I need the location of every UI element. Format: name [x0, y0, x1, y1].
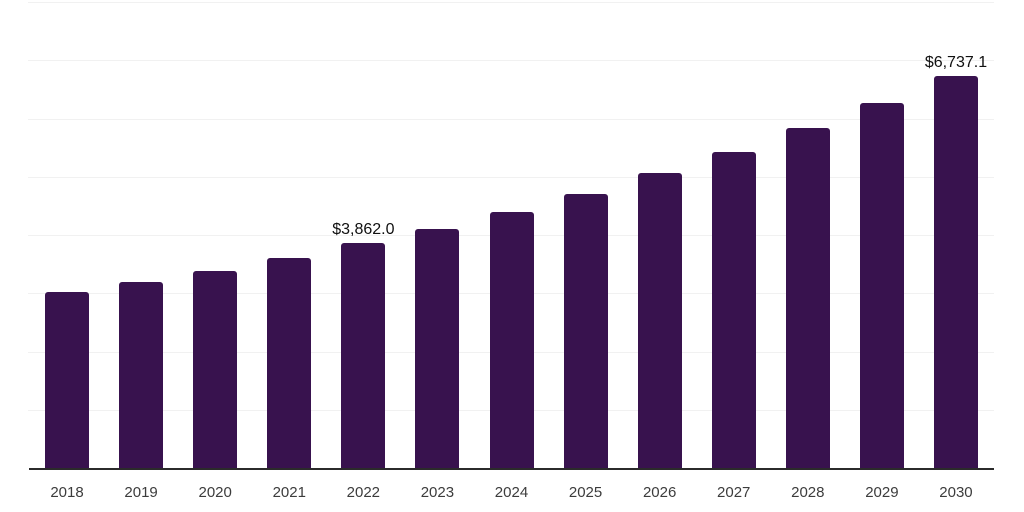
- bar-2021: [267, 258, 312, 468]
- x-tick-label-2022: 2022: [346, 484, 381, 501]
- bar-2022: [341, 243, 386, 468]
- x-tick-label-2019: 2019: [124, 484, 158, 501]
- x-tick-label-2018: 2018: [50, 484, 84, 501]
- x-tick-label-2027: 2027: [717, 484, 751, 501]
- gridline-5000: [28, 176, 994, 178]
- x-tick-label-2025: 2025: [568, 484, 603, 501]
- x-tick-label-2030: 2030: [939, 484, 973, 501]
- x-tick-label-2023: 2023: [420, 484, 455, 501]
- gridline-7000: [28, 60, 994, 62]
- value-label-2030: $6,737.1: [924, 53, 988, 71]
- value-label-2022: $3,862.0: [332, 221, 395, 239]
- gridline-6000: [28, 118, 994, 120]
- x-axis-line: [29, 468, 994, 470]
- x-tick-label-2028: 2028: [791, 484, 825, 501]
- x-tick-label-2026: 2026: [642, 484, 677, 501]
- x-tick-label-2021: 2021: [272, 484, 306, 501]
- x-tick-label-2020: 2020: [198, 484, 232, 501]
- x-tick-label-2024: 2024: [494, 484, 529, 501]
- bar-2024: [489, 211, 534, 468]
- bar-2027: [711, 151, 756, 468]
- bar-2028: [785, 128, 830, 468]
- bar-2030: [933, 75, 978, 468]
- bar-2029: [859, 102, 904, 468]
- bar-2023: [415, 228, 460, 468]
- bar-2025: [563, 194, 608, 468]
- bar-2018: [45, 292, 90, 468]
- x-tick-label-2029: 2029: [865, 484, 899, 501]
- bar-2020: [193, 270, 238, 468]
- bar-2019: [119, 281, 164, 468]
- gridline-8000: [28, 2, 994, 3]
- bar-2026: [637, 173, 682, 468]
